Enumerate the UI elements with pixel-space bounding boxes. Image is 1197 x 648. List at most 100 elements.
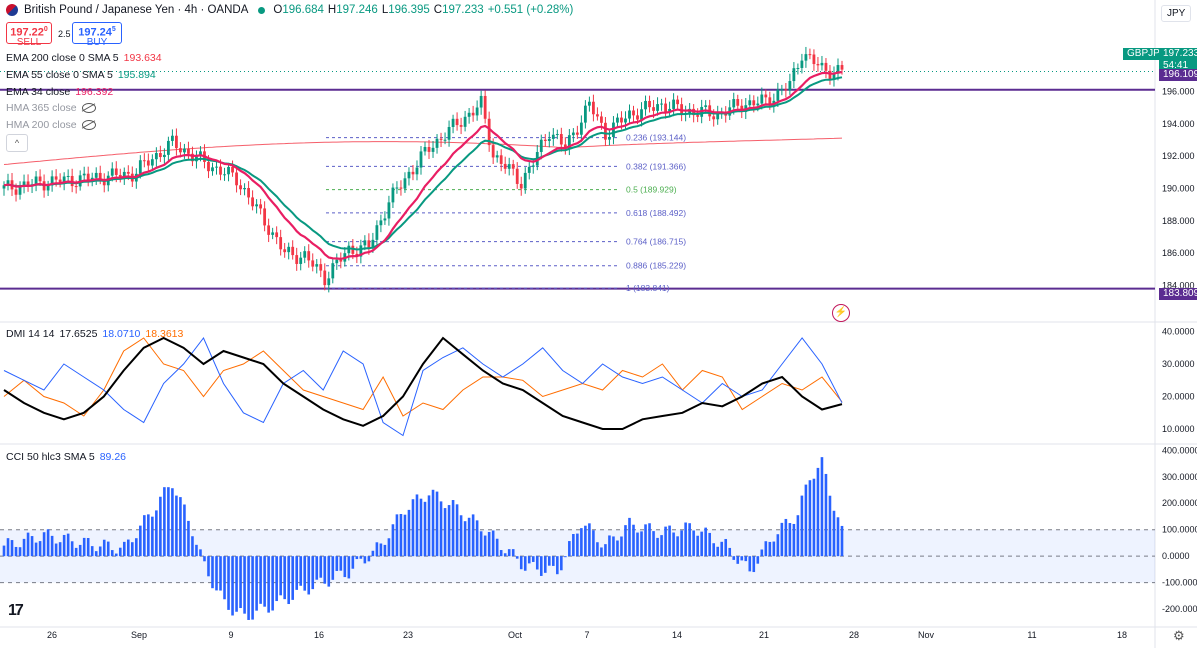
- cci-bar: [556, 556, 559, 575]
- sell-button[interactable]: 197.220 SELL: [6, 22, 52, 47]
- cci-bar: [435, 491, 439, 557]
- candle-body: [784, 89, 788, 91]
- candle-body: [303, 251, 307, 258]
- price-tick-label: 186.000: [1162, 248, 1195, 258]
- candle-body: [575, 132, 579, 135]
- cci-bar: [548, 556, 551, 566]
- candle-body: [776, 89, 780, 101]
- cci-bar: [419, 498, 423, 557]
- buy-button[interactable]: 197.245 BUY: [72, 22, 122, 47]
- dmi-legend[interactable]: DMI 14 14 17.6525 18.0710 18.3613: [6, 328, 183, 340]
- cci-bar: [102, 539, 106, 557]
- cci-bar: [114, 553, 118, 557]
- dmi-label: DMI 14 14: [6, 328, 55, 340]
- cci-bar: [451, 500, 455, 557]
- cci-bar: [267, 556, 270, 613]
- cci-bar: [756, 556, 760, 564]
- candle-body: [126, 171, 130, 174]
- sell-price-sup: 0: [43, 26, 48, 33]
- candle-body: [427, 147, 431, 152]
- cci-bar: [764, 541, 768, 557]
- candle-body: [114, 168, 118, 175]
- legend-hma200[interactable]: HMA 200 close: [6, 119, 96, 131]
- time-tick-label: Sep: [131, 630, 147, 640]
- cci-bar: [652, 531, 655, 557]
- cci-bar: [311, 556, 315, 590]
- cci-bar: [656, 537, 659, 557]
- fib-level-label: 0.5 (189.929): [626, 185, 677, 195]
- candle-body: [62, 176, 66, 184]
- legend-hma365[interactable]: HMA 365 close: [6, 102, 96, 114]
- cci-bar: [531, 556, 535, 562]
- cci-bar: [367, 556, 371, 562]
- cci-bar: [327, 556, 331, 587]
- cci-bar: [768, 541, 772, 557]
- collapse-legend-chevron-icon[interactable]: ^: [6, 134, 28, 152]
- candle-body: [50, 176, 54, 186]
- hidden-eye-icon[interactable]: [81, 120, 96, 130]
- cci-bar: [427, 495, 431, 557]
- lightning-icon[interactable]: ⚡: [832, 304, 850, 322]
- cci-bar: [824, 473, 828, 557]
- candle-body: [832, 73, 836, 80]
- cci-bar: [231, 556, 234, 616]
- legend-ema200[interactable]: EMA 200 close 0 SMA 5 193.634: [6, 52, 162, 64]
- cci-bar: [535, 556, 539, 570]
- legend-ema55[interactable]: EMA 55 close 0 SMA 5 195.894: [6, 69, 156, 81]
- candle-body: [58, 179, 62, 184]
- cci-bar: [10, 540, 14, 557]
- candle-body: [423, 147, 427, 152]
- currency-selector[interactable]: JPY: [1161, 5, 1192, 22]
- cci-bar: [716, 546, 720, 557]
- cci-legend[interactable]: CCI 50 hlc3 SMA 5 89.26: [6, 451, 126, 463]
- candle-body: [475, 107, 479, 116]
- cci-bar: [780, 522, 784, 557]
- cci-bar: [684, 522, 687, 557]
- candle-body: [764, 94, 768, 98]
- cci-bar: [106, 541, 110, 557]
- candle-body: [199, 151, 202, 156]
- candle-body: [150, 159, 154, 166]
- candle-body: [527, 166, 531, 173]
- cci-bar: [584, 525, 587, 557]
- legend-ema55-label: EMA 55 close 0 SMA 5: [6, 69, 113, 81]
- cci-bar: [712, 543, 715, 557]
- cci-bar: [42, 532, 46, 557]
- cci-value: 89.26: [99, 451, 126, 463]
- time-tick-label: 7: [584, 630, 589, 640]
- candle-body: [636, 115, 639, 120]
- cci-bar: [239, 556, 242, 609]
- chart-header: British Pound / Japanese Yen · 4h · OAND…: [6, 4, 577, 16]
- candle-body: [175, 135, 178, 149]
- candle-body: [183, 148, 186, 153]
- cci-bar: [54, 543, 58, 557]
- symbol-title[interactable]: British Pound / Japanese Yen · 4h · OAND…: [24, 4, 249, 16]
- candle-body: [515, 168, 519, 184]
- time-tick-label: 11: [1027, 630, 1036, 640]
- cci-bar: [183, 504, 186, 557]
- cci-bar: [804, 484, 808, 557]
- cci-bar: [439, 501, 443, 557]
- candle-body: [166, 140, 170, 155]
- cci-bar: [203, 556, 206, 562]
- time-tick-label: Oct: [508, 630, 523, 640]
- legend-ema34[interactable]: EMA 34 close 196.392: [6, 86, 113, 98]
- cci-bar: [471, 514, 475, 557]
- cci-bar: [363, 556, 367, 564]
- candle-body: [283, 249, 287, 253]
- cci-bar: [728, 547, 732, 557]
- candle-body: [102, 179, 106, 186]
- cci-bar: [255, 556, 258, 611]
- settings-gear-icon[interactable]: ⚙: [1173, 628, 1185, 643]
- candle-body: [668, 108, 671, 113]
- hidden-eye-icon[interactable]: [81, 103, 96, 113]
- candle-body: [672, 99, 675, 109]
- cci-bar: [832, 510, 836, 557]
- cci-bar: [94, 551, 98, 557]
- candle-body: [804, 54, 808, 61]
- cci-bar: [467, 517, 471, 557]
- candle-body: [271, 232, 275, 235]
- candle-body: [467, 112, 471, 117]
- candle-body: [652, 107, 655, 111]
